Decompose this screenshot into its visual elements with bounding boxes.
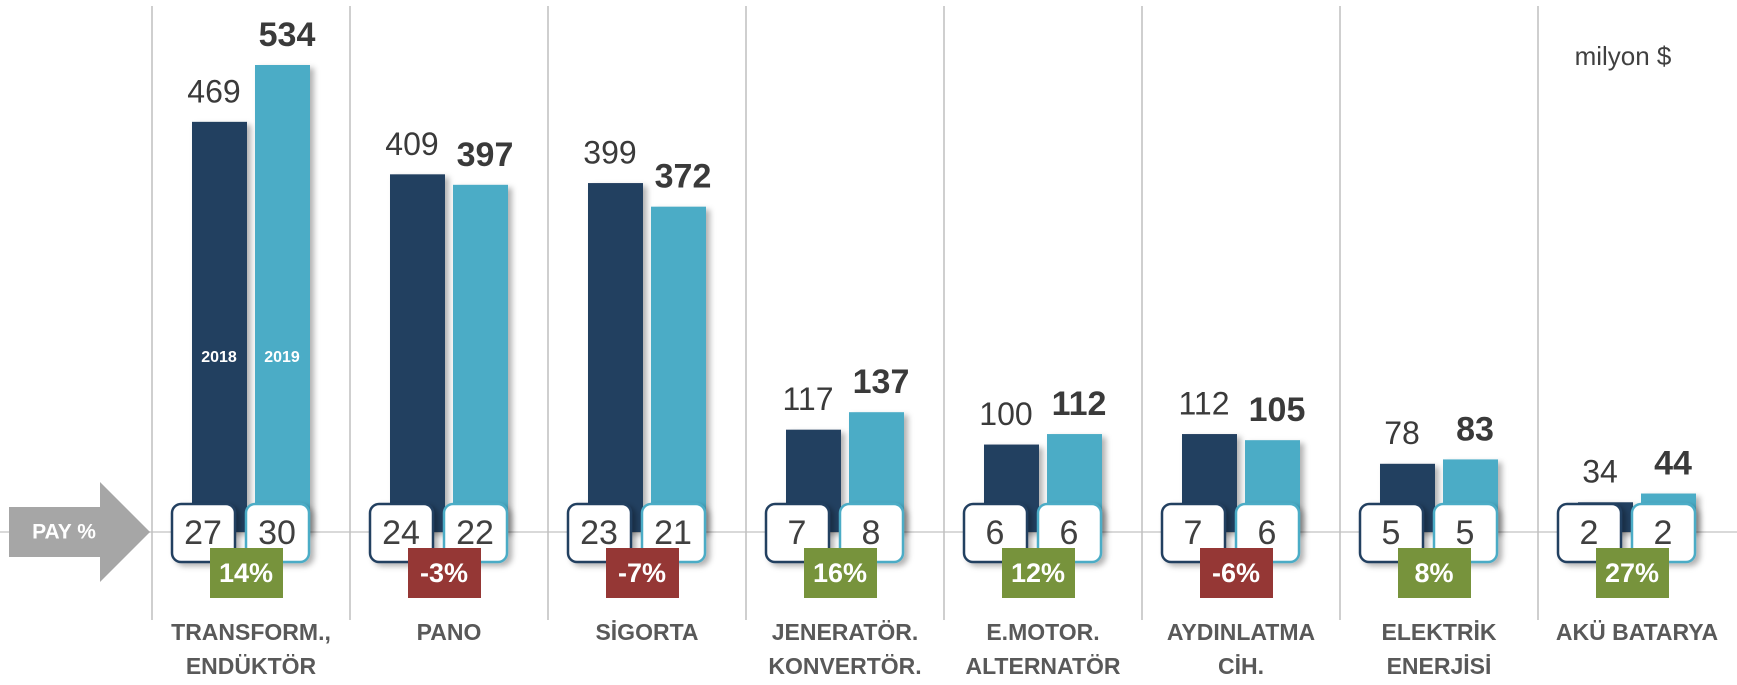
value-label: 105 — [1249, 391, 1306, 429]
share-value: 2 — [1654, 514, 1673, 552]
share-box — [566, 502, 633, 564]
growth-box — [1398, 548, 1471, 598]
category-label: PANO — [417, 619, 482, 645]
value-label: 534 — [259, 16, 316, 54]
growth-label: 27% — [1605, 558, 1659, 588]
share-value: 23 — [580, 514, 618, 552]
category-label: E.MOTOR. — [986, 619, 1099, 645]
share-box — [170, 502, 237, 564]
category-label: ALTERNATÖR — [965, 653, 1120, 679]
value-label: 44 — [1654, 445, 1692, 483]
share-box — [764, 502, 831, 564]
growth-box — [408, 548, 481, 598]
share-box — [962, 502, 1029, 564]
growth-label: 16% — [813, 558, 867, 588]
category-label: TRANSFORM., — [171, 619, 331, 645]
share-box — [368, 502, 435, 564]
value-label: 112 — [1178, 386, 1229, 422]
category-label: ENERJİSİ — [1387, 653, 1492, 679]
share-value: 6 — [1060, 514, 1079, 552]
share-box — [1358, 502, 1425, 564]
bar — [453, 184, 508, 533]
growth-label: 12% — [1011, 558, 1065, 588]
category-label: CİH. — [1218, 653, 1264, 679]
share-value: 7 — [788, 514, 807, 552]
value-label: 397 — [457, 136, 514, 174]
share-value: 2 — [1580, 514, 1599, 552]
series-name: 2018 — [201, 349, 237, 366]
value-label: 34 — [1582, 454, 1618, 490]
growth-box — [1596, 548, 1669, 598]
category-label: AYDINLATMA — [1167, 619, 1315, 645]
value-label: 100 — [979, 396, 1032, 432]
growth-label: 14% — [219, 558, 273, 588]
share-value: 6 — [986, 514, 1005, 552]
category-label: AKÜ BATARYA — [1556, 619, 1718, 645]
share-label: PAY % — [32, 521, 96, 544]
bar — [390, 174, 445, 533]
bar — [651, 206, 706, 532]
share-value: 24 — [382, 514, 420, 552]
value-label: 83 — [1456, 410, 1494, 448]
value-label: 372 — [655, 158, 712, 196]
growth-box — [1200, 548, 1273, 598]
category-label: SİGORTA — [595, 619, 698, 645]
bar — [192, 121, 247, 532]
share-value: 22 — [456, 514, 494, 552]
pay-arrow — [9, 482, 150, 582]
series-name: 2019 — [264, 349, 300, 366]
growth-label: -3% — [420, 558, 468, 588]
bar — [255, 65, 310, 532]
share-box — [1160, 502, 1227, 564]
category-label: ELEKTRİK — [1382, 619, 1497, 645]
value-label: 469 — [187, 73, 240, 109]
share-value: 7 — [1184, 514, 1203, 552]
category-label: KONVERTÖR. — [768, 653, 921, 679]
share-value: 30 — [258, 514, 296, 552]
value-label: 409 — [385, 126, 438, 162]
share-value: 27 — [184, 514, 222, 552]
growth-label: 8% — [1414, 558, 1453, 588]
growth-label: -7% — [618, 558, 666, 588]
growth-box — [804, 548, 877, 598]
value-label: 78 — [1384, 415, 1420, 451]
category-label: ENDÜKTÖR — [186, 653, 317, 679]
growth-box — [210, 548, 283, 598]
growth-box — [606, 548, 679, 598]
value-label: 137 — [853, 363, 910, 401]
share-value: 5 — [1382, 514, 1401, 552]
unit-label: milyon $ — [1575, 41, 1672, 71]
bar — [588, 183, 643, 532]
value-label: 112 — [1052, 385, 1107, 423]
share-value: 5 — [1456, 514, 1475, 552]
category-label: JENERATÖR. — [772, 619, 919, 645]
share-value: 21 — [654, 514, 692, 552]
growth-label: -6% — [1212, 558, 1260, 588]
share-value: 8 — [862, 514, 881, 552]
share-box — [1556, 502, 1623, 564]
value-label: 117 — [782, 381, 833, 417]
growth-box — [1002, 548, 1075, 598]
share-value: 6 — [1258, 514, 1277, 552]
value-label: 399 — [583, 135, 636, 171]
